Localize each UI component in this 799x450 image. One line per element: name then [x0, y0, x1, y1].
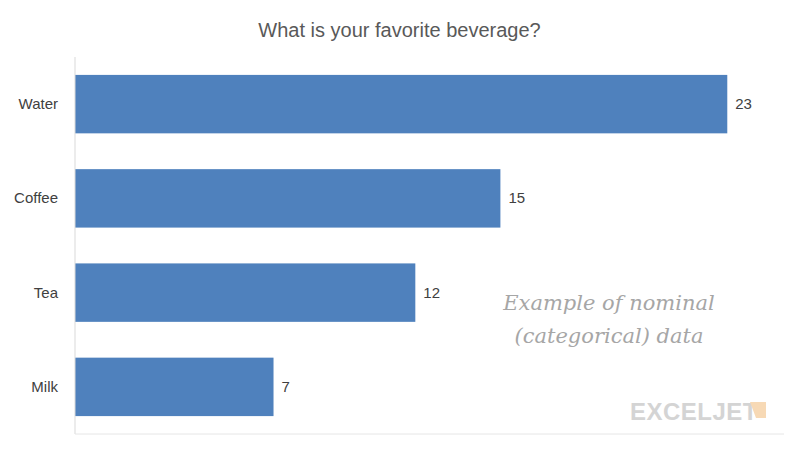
title: What is your favorite beverage?: [258, 19, 540, 41]
annotation: Example of nominal: [502, 291, 715, 315]
category-label: Milk: [31, 378, 58, 395]
data-label: 23: [735, 95, 752, 112]
category-axis: [75, 57, 76, 434]
data-label: 7: [282, 378, 290, 395]
data-label: 12: [423, 284, 440, 301]
value-axis: [75, 434, 784, 435]
bar: [75, 263, 415, 321]
bar: [75, 169, 500, 227]
bar: [75, 358, 274, 416]
labels: 23 Water 15 Coffee 12 Tea 7 Milk: [14, 95, 752, 395]
background: [0, 0, 799, 450]
annotation: (categorical) data: [515, 324, 704, 348]
watermark-icon: [750, 402, 766, 418]
bar: [75, 75, 727, 133]
category-label: Water: [19, 95, 58, 112]
watermark: EXCELJET: [630, 398, 758, 425]
chart: What is your favorite beverage? 23 Water 15…: [0, 0, 799, 450]
data-label: 15: [508, 189, 525, 206]
category-label: Tea: [34, 284, 59, 301]
bars: [75, 75, 727, 416]
category-label: Coffee: [14, 189, 58, 206]
